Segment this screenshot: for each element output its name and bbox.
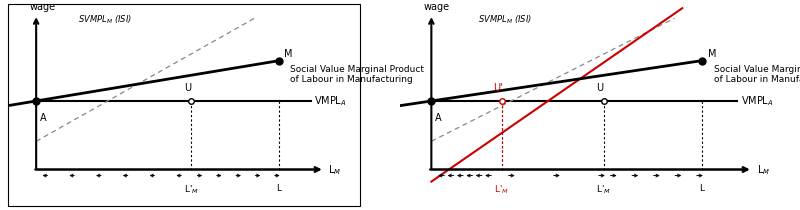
Text: M: M: [284, 49, 293, 59]
Text: VMPL$_A$: VMPL$_A$: [314, 94, 347, 108]
Text: L$_M$: L$_M$: [757, 164, 770, 177]
Text: Social Value Marginal Product
of Labour in Manufacturing: Social Value Marginal Product of Labour …: [714, 65, 800, 84]
Text: SVMPL$_M$ (ISI): SVMPL$_M$ (ISI): [78, 14, 132, 26]
Text: U': U': [493, 83, 503, 93]
Text: SVMPL$_M$ (ISI): SVMPL$_M$ (ISI): [478, 14, 532, 26]
Text: wage: wage: [423, 2, 450, 12]
Text: A: A: [435, 113, 442, 123]
Text: A: A: [40, 113, 46, 123]
Text: L: L: [699, 184, 704, 193]
Text: M: M: [708, 49, 716, 59]
Text: L: L: [277, 184, 282, 193]
Text: wage: wage: [29, 2, 55, 12]
Text: VMPL$_A$: VMPL$_A$: [741, 94, 774, 108]
Text: Social Value Marginal Product
of Labour in Manufacturing: Social Value Marginal Product of Labour …: [290, 65, 424, 84]
Text: U: U: [184, 83, 191, 93]
Text: L$_M$: L$_M$: [328, 164, 342, 177]
Text: U: U: [596, 83, 603, 93]
Text: L$'_M$: L$'_M$: [494, 184, 510, 196]
Text: L$'_M$: L$'_M$: [596, 184, 611, 196]
Text: L$'_M$: L$'_M$: [183, 184, 198, 196]
